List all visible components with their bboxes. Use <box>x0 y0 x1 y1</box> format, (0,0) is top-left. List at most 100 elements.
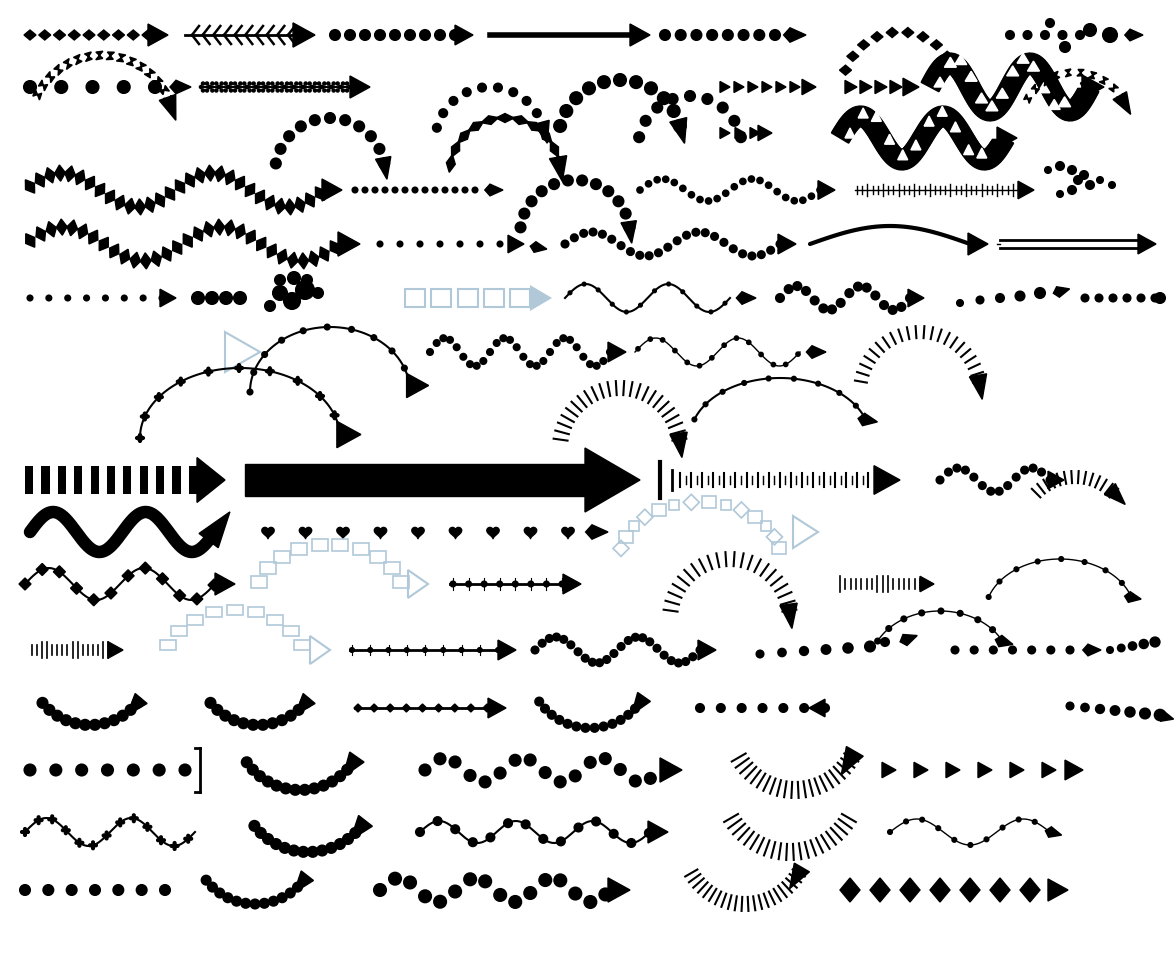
Circle shape <box>1041 31 1049 39</box>
Polygon shape <box>1069 101 1071 121</box>
Circle shape <box>258 719 268 730</box>
Polygon shape <box>977 148 987 158</box>
Circle shape <box>327 82 329 84</box>
Circle shape <box>318 846 327 856</box>
Circle shape <box>1074 176 1082 184</box>
Polygon shape <box>534 121 549 143</box>
Circle shape <box>417 241 422 247</box>
Polygon shape <box>861 112 875 127</box>
Circle shape <box>55 81 67 93</box>
Polygon shape <box>1033 67 1050 78</box>
Polygon shape <box>984 149 998 165</box>
Circle shape <box>608 236 615 243</box>
Circle shape <box>600 753 610 764</box>
Circle shape <box>319 398 321 400</box>
Polygon shape <box>670 118 687 143</box>
Polygon shape <box>995 134 1013 145</box>
Polygon shape <box>990 100 1004 115</box>
Circle shape <box>46 296 52 301</box>
Polygon shape <box>960 79 978 90</box>
Circle shape <box>313 288 323 298</box>
Polygon shape <box>846 80 857 94</box>
Polygon shape <box>943 106 944 126</box>
Circle shape <box>664 244 671 251</box>
Polygon shape <box>943 54 951 73</box>
Circle shape <box>500 335 507 341</box>
Bar <box>721 500 730 510</box>
Circle shape <box>449 97 457 105</box>
Polygon shape <box>870 128 888 140</box>
Circle shape <box>683 231 690 239</box>
Circle shape <box>273 286 287 300</box>
Circle shape <box>599 230 606 238</box>
Circle shape <box>647 638 654 645</box>
Circle shape <box>1120 581 1124 585</box>
Circle shape <box>356 706 360 710</box>
Circle shape <box>289 89 292 92</box>
Circle shape <box>452 825 459 833</box>
Polygon shape <box>963 144 980 157</box>
Circle shape <box>897 303 906 311</box>
Circle shape <box>707 30 717 40</box>
Circle shape <box>180 383 182 385</box>
Circle shape <box>632 634 639 641</box>
Circle shape <box>54 818 56 820</box>
Circle shape <box>206 698 215 708</box>
Polygon shape <box>135 62 147 72</box>
Circle shape <box>375 30 385 40</box>
Polygon shape <box>970 96 988 109</box>
Circle shape <box>374 144 385 154</box>
Circle shape <box>1097 177 1103 183</box>
Polygon shape <box>762 81 771 92</box>
Circle shape <box>776 240 783 248</box>
Circle shape <box>810 297 818 305</box>
Polygon shape <box>53 30 66 40</box>
Circle shape <box>182 380 185 382</box>
Circle shape <box>106 838 107 840</box>
Circle shape <box>682 658 689 665</box>
Circle shape <box>453 187 457 192</box>
Circle shape <box>1129 642 1136 650</box>
Circle shape <box>577 175 587 185</box>
Circle shape <box>494 83 502 91</box>
Polygon shape <box>1078 87 1096 98</box>
Polygon shape <box>881 144 897 157</box>
Circle shape <box>238 370 240 372</box>
Polygon shape <box>915 130 933 142</box>
Polygon shape <box>861 111 874 126</box>
Polygon shape <box>926 74 943 84</box>
Circle shape <box>487 349 493 355</box>
Polygon shape <box>860 108 869 126</box>
Circle shape <box>575 649 582 656</box>
Polygon shape <box>927 72 944 82</box>
Polygon shape <box>1002 79 1020 90</box>
Circle shape <box>881 638 889 646</box>
Circle shape <box>721 239 728 246</box>
Polygon shape <box>860 108 868 126</box>
Circle shape <box>45 705 54 714</box>
Polygon shape <box>330 241 339 254</box>
Bar <box>165 466 173 494</box>
Polygon shape <box>109 244 119 258</box>
Polygon shape <box>875 136 893 148</box>
Circle shape <box>661 338 664 342</box>
Circle shape <box>742 381 746 385</box>
Circle shape <box>336 89 339 92</box>
Circle shape <box>122 296 127 301</box>
Circle shape <box>597 76 610 88</box>
Polygon shape <box>996 88 1008 98</box>
Circle shape <box>957 611 963 615</box>
Polygon shape <box>963 85 981 96</box>
Circle shape <box>362 187 367 192</box>
Circle shape <box>695 305 699 308</box>
Polygon shape <box>957 135 975 147</box>
Circle shape <box>340 86 342 88</box>
Circle shape <box>286 82 288 84</box>
Polygon shape <box>965 146 981 159</box>
Circle shape <box>38 822 40 824</box>
Circle shape <box>624 637 632 644</box>
Polygon shape <box>913 133 931 144</box>
Polygon shape <box>156 572 168 585</box>
Polygon shape <box>550 141 559 157</box>
Circle shape <box>689 654 696 661</box>
